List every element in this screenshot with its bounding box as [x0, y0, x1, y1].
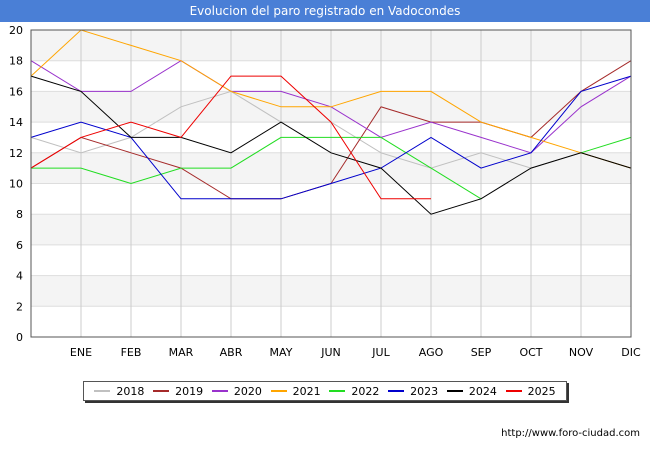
y-tick-label: 2 — [16, 300, 23, 313]
y-tick-label: 4 — [16, 270, 23, 283]
legend-item-2020: 2020 — [211, 384, 262, 398]
legend-label: 2022 — [351, 384, 380, 398]
legend-swatch — [211, 390, 228, 392]
y-tick-label: 14 — [9, 116, 23, 129]
legend-item-2022: 2022 — [329, 385, 379, 398]
series-line-2025 — [30, 75, 431, 200]
legend-item-2018: 2018 — [94, 385, 144, 398]
legend-label: 2023 — [410, 384, 439, 398]
x-tick-label: ENE — [70, 346, 92, 359]
legend-item-2023: 2023 — [388, 385, 438, 398]
x-tick-label: MAY — [270, 346, 293, 359]
x-tick-label: OCT — [519, 346, 542, 359]
legend-item-2025: 2025 — [505, 384, 556, 398]
x-tick-label: MAR — [169, 346, 194, 359]
legend-label: 2019 — [175, 384, 204, 398]
legend-swatch — [329, 390, 346, 392]
y-tick-label: 18 — [9, 55, 23, 68]
x-tick-label: SEP — [471, 346, 492, 359]
series-line-2021 — [30, 29, 632, 169]
y-tick-label: 12 — [9, 147, 23, 160]
legend-label: 2024 — [468, 384, 497, 398]
x-tick-label: ABR — [220, 346, 243, 359]
legend-label: 2021 — [292, 384, 321, 398]
legend-swatch — [446, 390, 463, 392]
legend-label: 2020 — [233, 384, 262, 398]
legend-item-2021: 2021 — [270, 384, 321, 398]
legend-swatch — [270, 390, 287, 392]
y-tick-label: 0 — [16, 331, 23, 344]
source-credit: http://www.foro-ciudad.com — [501, 428, 640, 439]
legend-swatch — [388, 390, 405, 392]
x-tick-label: AGO — [419, 346, 444, 359]
legend-swatch — [505, 390, 522, 392]
y-tick-label: 6 — [16, 239, 23, 252]
legend-swatch — [94, 390, 111, 392]
y-tick-label: 10 — [9, 178, 23, 191]
y-tick-label: 16 — [9, 85, 23, 98]
legend-swatch — [153, 390, 170, 392]
legend-item-2019: 2019 — [153, 385, 203, 398]
x-tick-label: FEB — [121, 346, 142, 359]
x-tick-label: NOV — [569, 346, 594, 359]
y-tick-label: 8 — [16, 208, 23, 221]
chart-title: Evolucion del paro registrado en Vadocon… — [0, 0, 650, 22]
x-tick-label: DIC — [621, 346, 641, 359]
x-tick-label: JUN — [320, 346, 341, 359]
series-line-2024 — [30, 75, 632, 215]
legend-label: 2025 — [527, 384, 556, 398]
x-tick-label: JUL — [371, 346, 390, 359]
legend: 2018 2019 2020 2021 2022 2023 2024 2025 — [83, 381, 567, 401]
plot-border — [30, 29, 632, 338]
legend-label: 2018 — [116, 384, 145, 398]
legend-item-2024: 2024 — [446, 384, 497, 398]
y-tick-label: 20 — [9, 24, 23, 37]
